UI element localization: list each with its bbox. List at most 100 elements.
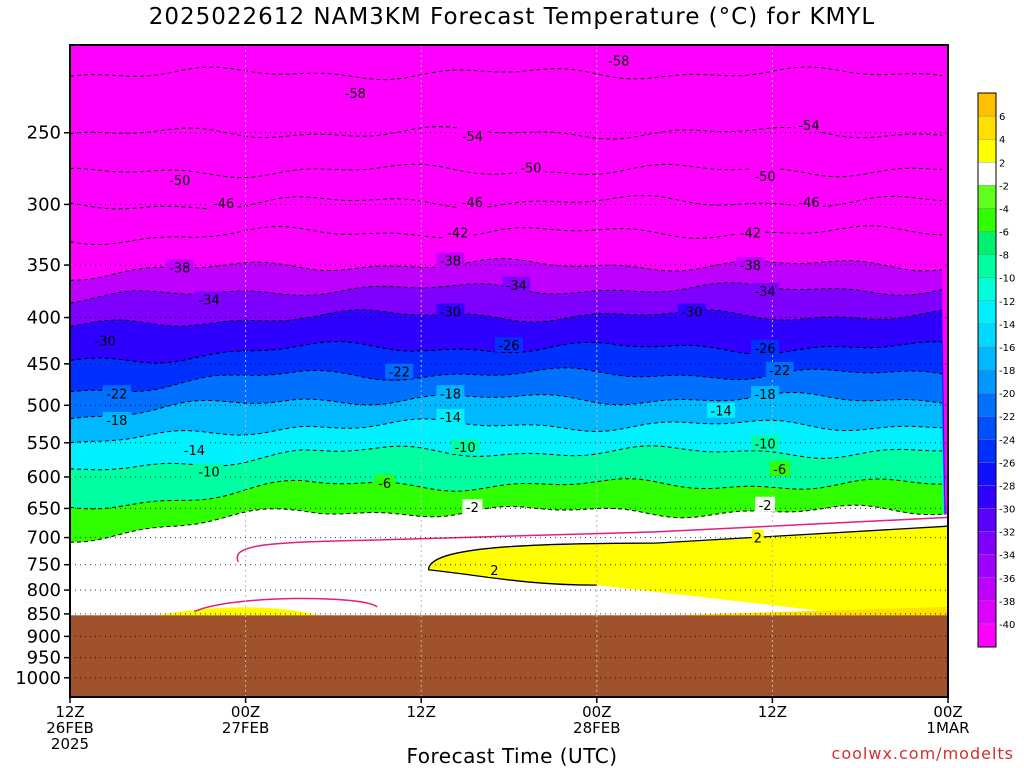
colorbar-swatch: [977, 323, 997, 348]
colorbar-tick-label: -8: [999, 251, 1009, 262]
contour-label-bg: [195, 463, 224, 479]
colorbar-tick-label: 6: [999, 112, 1005, 123]
contour-label-bg: [451, 439, 480, 455]
y-tick-label: 550: [27, 433, 61, 454]
contour-label: -30: [440, 306, 461, 321]
isotherm-line: [70, 225, 943, 245]
contour-label-bg: [751, 339, 780, 355]
colorbar-swatch: [977, 162, 997, 186]
isotherm-contours: [70, 66, 948, 613]
colorbar-swatch: [977, 346, 997, 371]
warm-region-above-4c: [669, 606, 948, 616]
y-tick-label: 450: [27, 354, 61, 375]
x-tick-label: 26FEB: [46, 719, 93, 737]
contour-label-bg: [516, 159, 545, 175]
colorbar-tick-label: -30: [999, 505, 1015, 516]
contour-label-bg: [462, 499, 483, 515]
contour-label: -46: [798, 196, 819, 211]
colorbar-swatch: [977, 231, 997, 255]
ground-below-surface: [70, 615, 948, 697]
y-tick-label: 500: [27, 395, 61, 416]
contour-label-bg: [436, 252, 465, 268]
isotherm-line: [70, 66, 943, 81]
colorbar-swatch: [977, 115, 997, 140]
colorbar-tick-label: -16: [999, 343, 1015, 354]
contour-label: -14: [184, 444, 205, 459]
contour-label: -30: [681, 306, 702, 321]
y-tick-label: 700: [27, 528, 61, 549]
y-tick-label: 950: [27, 648, 61, 669]
y-tick-label: 400: [27, 308, 61, 329]
contour-label-bg: [751, 529, 764, 545]
contour-label: -6: [378, 477, 391, 492]
colorbar-tick-label: -36: [999, 574, 1015, 585]
contour-label: -54: [798, 119, 819, 134]
contour-label: -18: [440, 387, 461, 402]
isotherm-line: [70, 504, 943, 543]
contour-label: -54: [462, 130, 483, 145]
y-tick-label: 350: [27, 255, 61, 276]
y-axis-pressure: 2503003504004505005506006507007508008509…: [15, 123, 70, 689]
contour-label: -22: [389, 366, 410, 381]
colorbar-swatch: [977, 531, 997, 555]
contour-label: -18: [106, 414, 127, 429]
y-tick-label: 650: [27, 498, 61, 519]
x-axis-label: Forecast Time (UTC): [406, 744, 618, 768]
contour-label: -6: [773, 463, 786, 478]
contour-label: -10: [754, 437, 775, 452]
colorbar-tick-label: -4: [999, 204, 1009, 215]
colorbar-tick-label: -20: [999, 389, 1015, 400]
colorbar-frame: [977, 92, 997, 648]
contour-label: -14: [711, 405, 732, 420]
colorbar-swatch: [977, 185, 997, 209]
colorbar-swatch: [977, 462, 997, 486]
colorbar-swatch: [977, 277, 997, 301]
plus2-line-lower: [428, 569, 597, 586]
contour-label-bg: [755, 496, 776, 512]
colorbar-swatch: [977, 600, 997, 625]
contour-label: -34: [506, 279, 527, 294]
contour-label: -46: [213, 197, 234, 212]
x-tick-label: 12Z: [55, 703, 84, 721]
contour-label-bg: [794, 193, 823, 209]
warm-region-above-2c: [428, 526, 948, 616]
contour-label-bg: [436, 408, 465, 424]
colorbar-tick-label: 4: [999, 135, 1005, 146]
contour-label: -2: [466, 501, 479, 516]
contour-label: -22: [106, 387, 127, 402]
colorbar-swatch: [977, 254, 997, 278]
contour-label: -38: [440, 255, 461, 270]
colorbar-tick-label: -12: [999, 297, 1015, 308]
colorbar-swatch: [977, 485, 997, 509]
colorbar-tick-label: -14: [999, 320, 1015, 331]
y-tick-label: 1000: [15, 668, 61, 689]
contour-label-bg: [458, 193, 487, 209]
colorbar-tick-label: -6: [999, 228, 1009, 239]
contour-label-bg: [91, 332, 120, 348]
colorbar-tick-label: -28: [999, 481, 1015, 492]
contour-label-bg: [751, 283, 780, 299]
warm-pocket: [157, 607, 319, 616]
x-tick-label: 12Z: [407, 703, 436, 721]
contour-label-bg: [794, 116, 823, 132]
colorbar-swatch: [977, 415, 997, 440]
colorbar-tick-label: -24: [999, 435, 1015, 446]
colorbar-swatch: [977, 92, 997, 117]
contour-label-bg: [102, 385, 131, 401]
y-tick-label: 300: [27, 194, 61, 215]
colorbar-swatch: [977, 554, 997, 578]
x-tick-label: 12Z: [758, 703, 787, 721]
plus2-line: [427, 525, 948, 571]
x-tick-label: 00Z: [231, 703, 260, 721]
colorbar-swatch: [977, 623, 997, 648]
plot-frame: [69, 44, 949, 698]
x-tick-label: 28FEB: [573, 719, 620, 737]
x-tick-label: 00Z: [933, 703, 962, 721]
contour-label-bg: [736, 257, 765, 273]
contour-label-bg: [341, 85, 370, 101]
colorbar-tick-label: -38: [999, 597, 1015, 608]
contour-label-bg: [751, 167, 780, 183]
colorbar-tick-label: -10: [999, 274, 1015, 285]
contour-label-bg: [707, 402, 736, 418]
y-tick-label: 850: [27, 604, 61, 625]
